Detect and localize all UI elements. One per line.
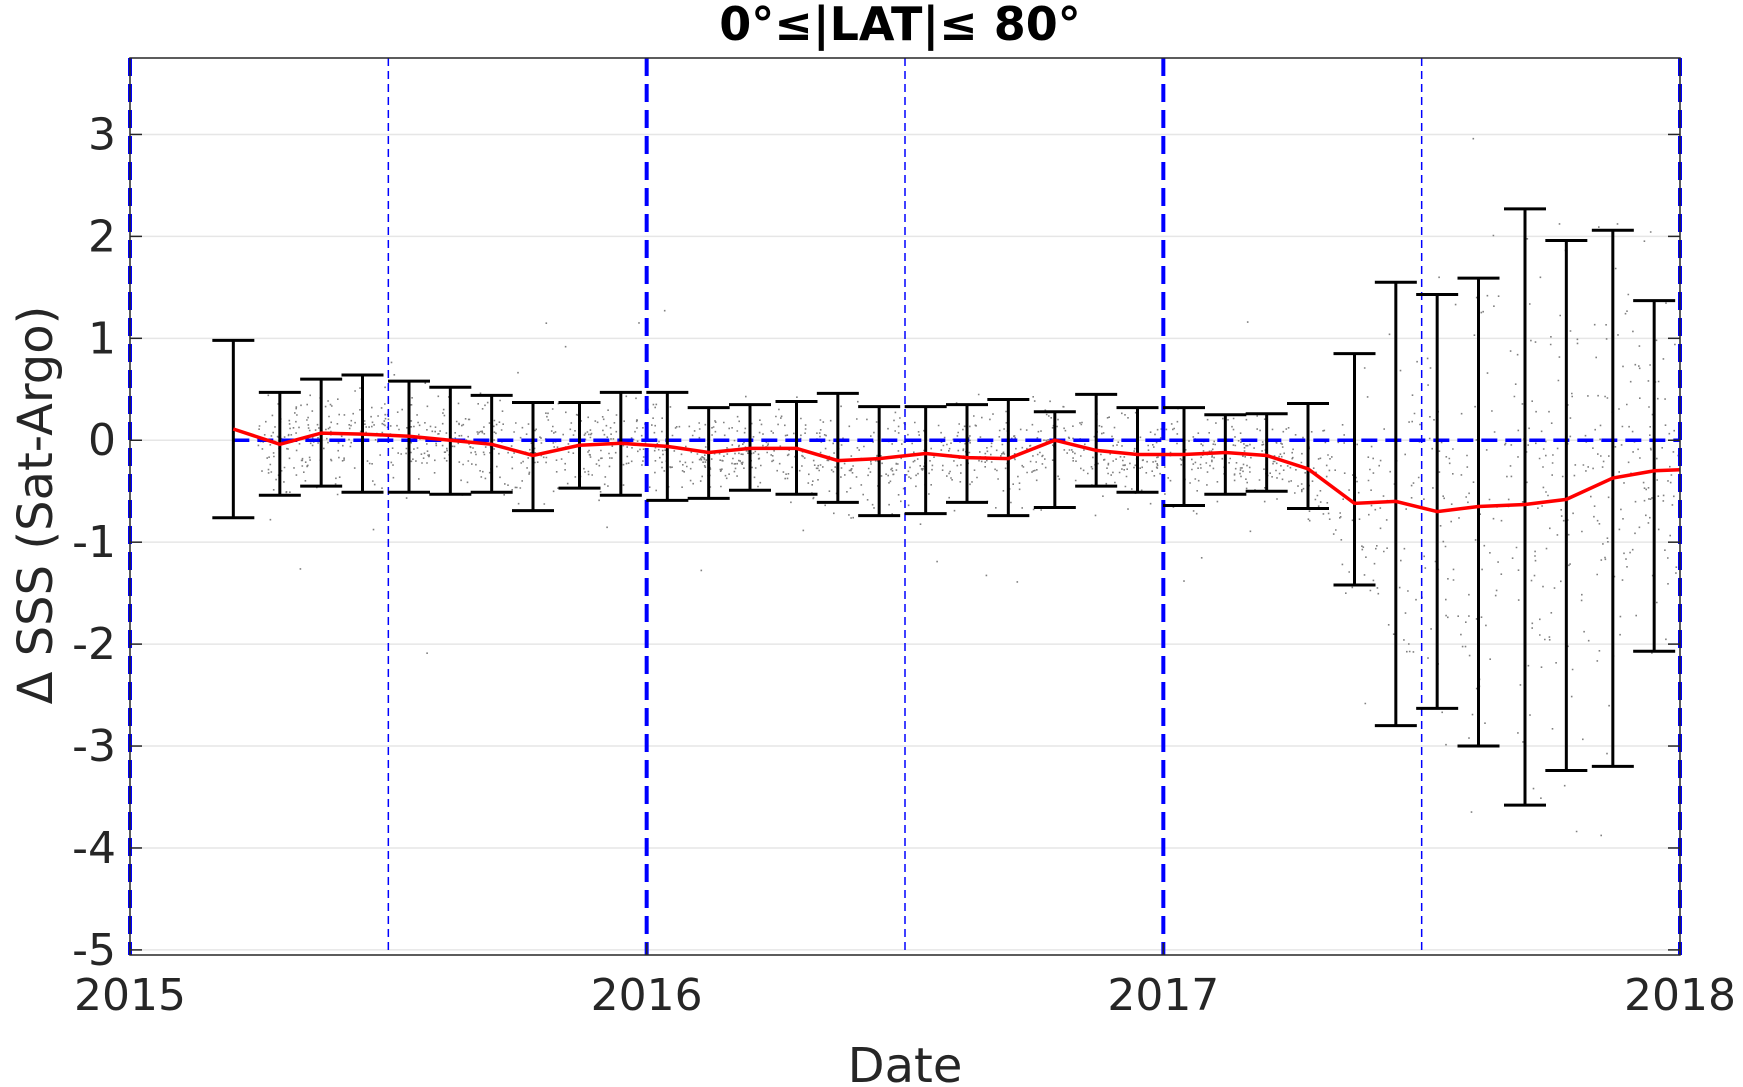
x-tick-label-2018: 2018 — [1624, 970, 1736, 1021]
y-tick-label-3: 3 — [88, 109, 116, 160]
y-tick-label-2: 2 — [88, 211, 116, 262]
y-axis-label: Δ SSS (Sat-Argo) — [8, 306, 64, 705]
y-tick-label--5: -5 — [72, 925, 116, 976]
y-tick-label--1: -1 — [72, 517, 116, 568]
y-tick-label--3: -3 — [72, 721, 116, 772]
plot-area: -5 -4 -3 -2 -1 0 1 2 3 2015 2016 2017 2018 — [72, 57, 1736, 1021]
mean-line — [232, 427, 1681, 514]
x-tick-label-2016: 2016 — [591, 970, 703, 1021]
chart-title: 0°≤|LAT|≤ 80° — [719, 0, 1080, 52]
x-tick-label-2015: 2015 — [74, 970, 186, 1021]
y-tick-label-1: 1 — [88, 313, 116, 364]
y-tick-label-0: 0 — [88, 415, 116, 466]
plot-frame — [129, 57, 1681, 956]
x-axis-label: Date — [848, 1038, 963, 1087]
x-tick-label-2017: 2017 — [1107, 970, 1219, 1021]
y-tick-label--2: -2 — [72, 619, 116, 670]
y-tick-label--4: -4 — [72, 823, 116, 874]
